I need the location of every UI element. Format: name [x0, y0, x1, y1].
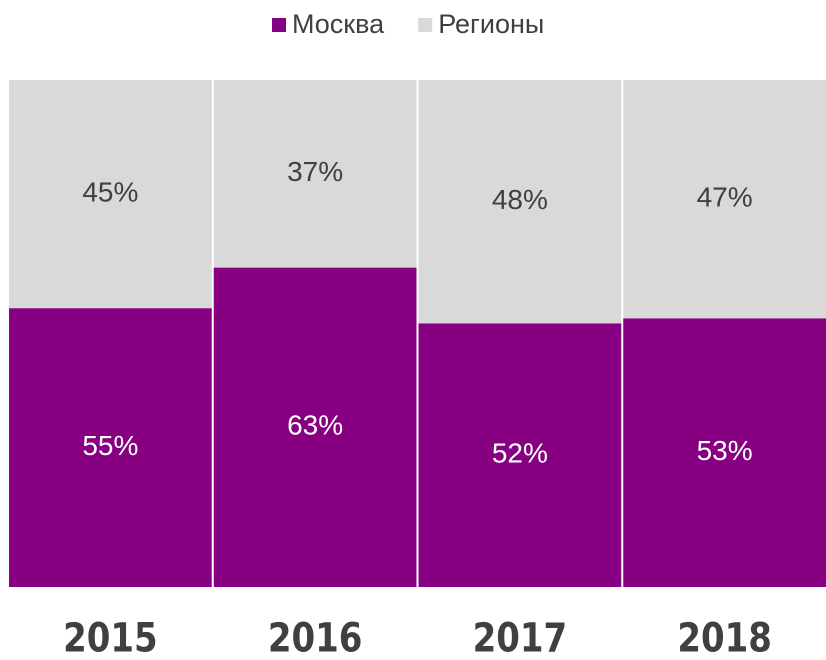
bar-segment	[213, 80, 417, 268]
data-label: 52%	[492, 438, 548, 469]
bar-segment	[418, 323, 622, 587]
x-tick-label: 2015	[63, 615, 158, 660]
data-label: 63%	[287, 410, 343, 441]
legend-label: Регионы	[438, 9, 544, 39]
legend-swatch	[272, 18, 286, 32]
bar-segment	[623, 318, 826, 587]
bar-segment	[623, 80, 826, 319]
bar-segment	[213, 267, 417, 587]
data-label: 37%	[287, 156, 343, 187]
legend-label: Москва	[292, 9, 385, 39]
bar-segment	[9, 308, 212, 587]
x-tick-label: 2016	[268, 615, 363, 660]
legend-swatch	[418, 18, 433, 32]
data-label: 47%	[697, 182, 753, 213]
bar-segment	[418, 80, 622, 324]
data-label: 48%	[492, 184, 548, 215]
data-label: 55%	[82, 430, 138, 461]
data-label: 45%	[82, 176, 138, 207]
data-label: 53%	[697, 435, 753, 466]
x-tick-label: 2017	[473, 615, 568, 660]
x-tick-label: 2018	[677, 615, 772, 660]
bar-segment	[9, 80, 212, 309]
